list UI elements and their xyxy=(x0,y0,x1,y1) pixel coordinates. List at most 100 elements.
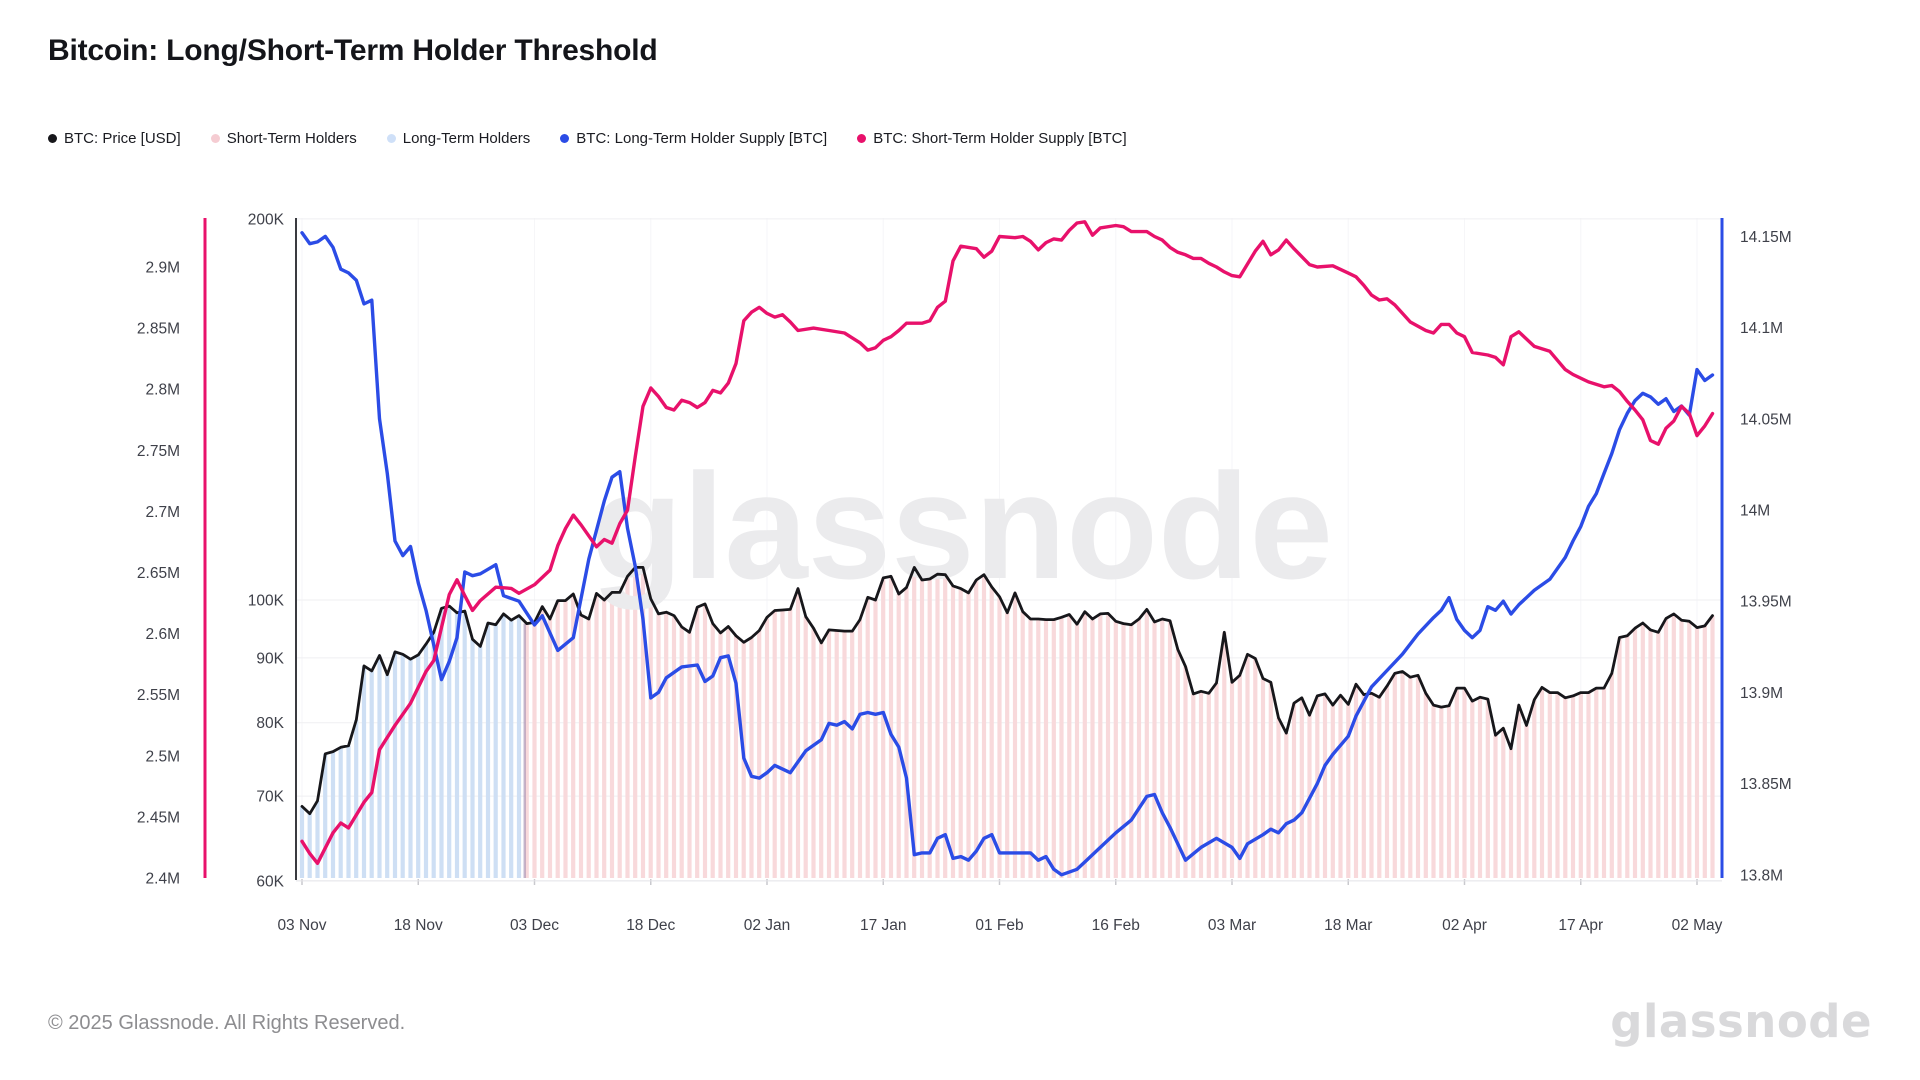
regime-bar xyxy=(1198,691,1204,878)
sth-axis-label: 2.85M xyxy=(137,321,180,338)
regime-bar xyxy=(757,630,762,878)
legend-item-3[interactable]: BTC: Long-Term Holder Supply [BTC] xyxy=(560,130,827,147)
x-axis-label: 18 Dec xyxy=(626,917,675,934)
regime-bar xyxy=(811,628,816,878)
regime-bar xyxy=(1462,688,1467,878)
regime-bar xyxy=(1353,684,1359,878)
regime-bar xyxy=(819,642,824,878)
regime-bar xyxy=(1501,728,1506,878)
regime-bar xyxy=(1074,624,1080,878)
regime-bar xyxy=(1470,701,1475,878)
regime-bar xyxy=(1439,707,1444,878)
sth-axis-label: 2.9M xyxy=(146,260,180,277)
regime-bar xyxy=(1578,692,1583,878)
regime-bar xyxy=(881,577,886,878)
regime-bar xyxy=(1392,673,1397,878)
regime-bar xyxy=(540,606,545,878)
regime-bar xyxy=(1253,658,1258,878)
regime-bar xyxy=(679,627,684,878)
regime-bar xyxy=(1493,735,1498,878)
regime-bar xyxy=(478,646,483,878)
regime-bar xyxy=(1299,697,1304,878)
regime-bar xyxy=(423,644,429,878)
lth-axis-label: 14.1M xyxy=(1740,320,1783,337)
regime-bar xyxy=(1214,682,1219,878)
regime-bar xyxy=(1377,697,1382,878)
regime-bar xyxy=(1524,725,1529,878)
regime-bar xyxy=(1036,619,1041,878)
regime-bar xyxy=(695,607,700,878)
legend-item-label: BTC: Long-Term Holder Supply [BTC] xyxy=(576,130,828,147)
regime-bar xyxy=(904,587,909,878)
regime-bar xyxy=(1648,629,1653,878)
regime-bar xyxy=(919,580,925,878)
regime-bar xyxy=(1136,619,1142,878)
regime-bar xyxy=(780,610,785,878)
price-axis-label: 60K xyxy=(256,873,284,890)
regime-bar xyxy=(702,603,708,878)
regime-bar xyxy=(950,585,956,878)
regime-bar xyxy=(857,619,863,878)
regime-bar xyxy=(1516,705,1521,878)
legend-item-label: BTC: Price [USD] xyxy=(64,130,181,147)
regime-bar xyxy=(687,632,692,878)
regime-bar xyxy=(516,615,522,878)
regime-bar xyxy=(377,655,382,878)
regime-bar xyxy=(1090,619,1095,878)
legend-item-4[interactable]: BTC: Short-Term Holder Supply [BTC] xyxy=(857,130,1127,147)
regime-bar xyxy=(1338,695,1343,878)
regime-bar xyxy=(338,747,343,878)
legend-dot-icon xyxy=(48,134,57,143)
regime-bar xyxy=(330,751,336,878)
regime-bar xyxy=(532,622,537,878)
regime-bar xyxy=(578,615,584,878)
regime-bar xyxy=(1694,627,1700,878)
regime-bar xyxy=(1260,678,1266,878)
regime-bar xyxy=(1601,688,1607,878)
legend-dot-icon xyxy=(210,134,220,143)
price-axis-label: 70K xyxy=(256,789,284,806)
regime-bar xyxy=(1617,637,1622,878)
legend-item-0[interactable]: BTC: Price [USD] xyxy=(48,130,181,147)
regime-bar xyxy=(749,637,754,878)
regime-bar xyxy=(656,613,661,878)
regime-bar xyxy=(1640,623,1645,878)
regime-bar xyxy=(1229,682,1235,878)
regime-bar xyxy=(1663,618,1669,878)
regime-bar xyxy=(648,598,653,878)
regime-bar xyxy=(1384,686,1390,878)
regime-bar xyxy=(1268,682,1273,878)
regime-bar xyxy=(1020,611,1025,878)
regime-bar xyxy=(1508,748,1514,878)
regime-bar xyxy=(1431,705,1436,878)
regime-bar xyxy=(1330,705,1335,878)
regime-bar xyxy=(1369,693,1374,878)
regime-bar xyxy=(307,813,312,878)
regime-bar xyxy=(671,615,677,878)
regime-bar xyxy=(764,617,770,878)
legend-item-2[interactable]: Long-Term Holders xyxy=(386,130,530,147)
regime-bar xyxy=(1570,695,1576,878)
regime-bar xyxy=(1222,632,1227,878)
regime-bar xyxy=(1679,620,1684,878)
legend-dot-icon xyxy=(857,134,867,143)
regime-bar xyxy=(834,630,839,878)
regime-bar xyxy=(989,587,994,878)
price-axis-label: 200K xyxy=(248,211,285,228)
regime-bar xyxy=(842,631,847,878)
lth-axis-label: 13.85M xyxy=(1740,776,1792,793)
sth-supply-line xyxy=(300,220,1715,865)
lth-axis-label: 13.95M xyxy=(1740,594,1792,611)
regime-bar xyxy=(1594,688,1599,878)
regime-bar xyxy=(547,619,553,878)
regime-bar xyxy=(1245,654,1250,878)
regime-bar xyxy=(1160,619,1165,878)
regime-bar xyxy=(1005,612,1010,878)
legend-dot-icon xyxy=(386,134,396,143)
regime-bar xyxy=(664,612,669,878)
regime-bar xyxy=(1144,609,1149,878)
legend-item-1[interactable]: Short-Term Holders xyxy=(210,130,357,147)
